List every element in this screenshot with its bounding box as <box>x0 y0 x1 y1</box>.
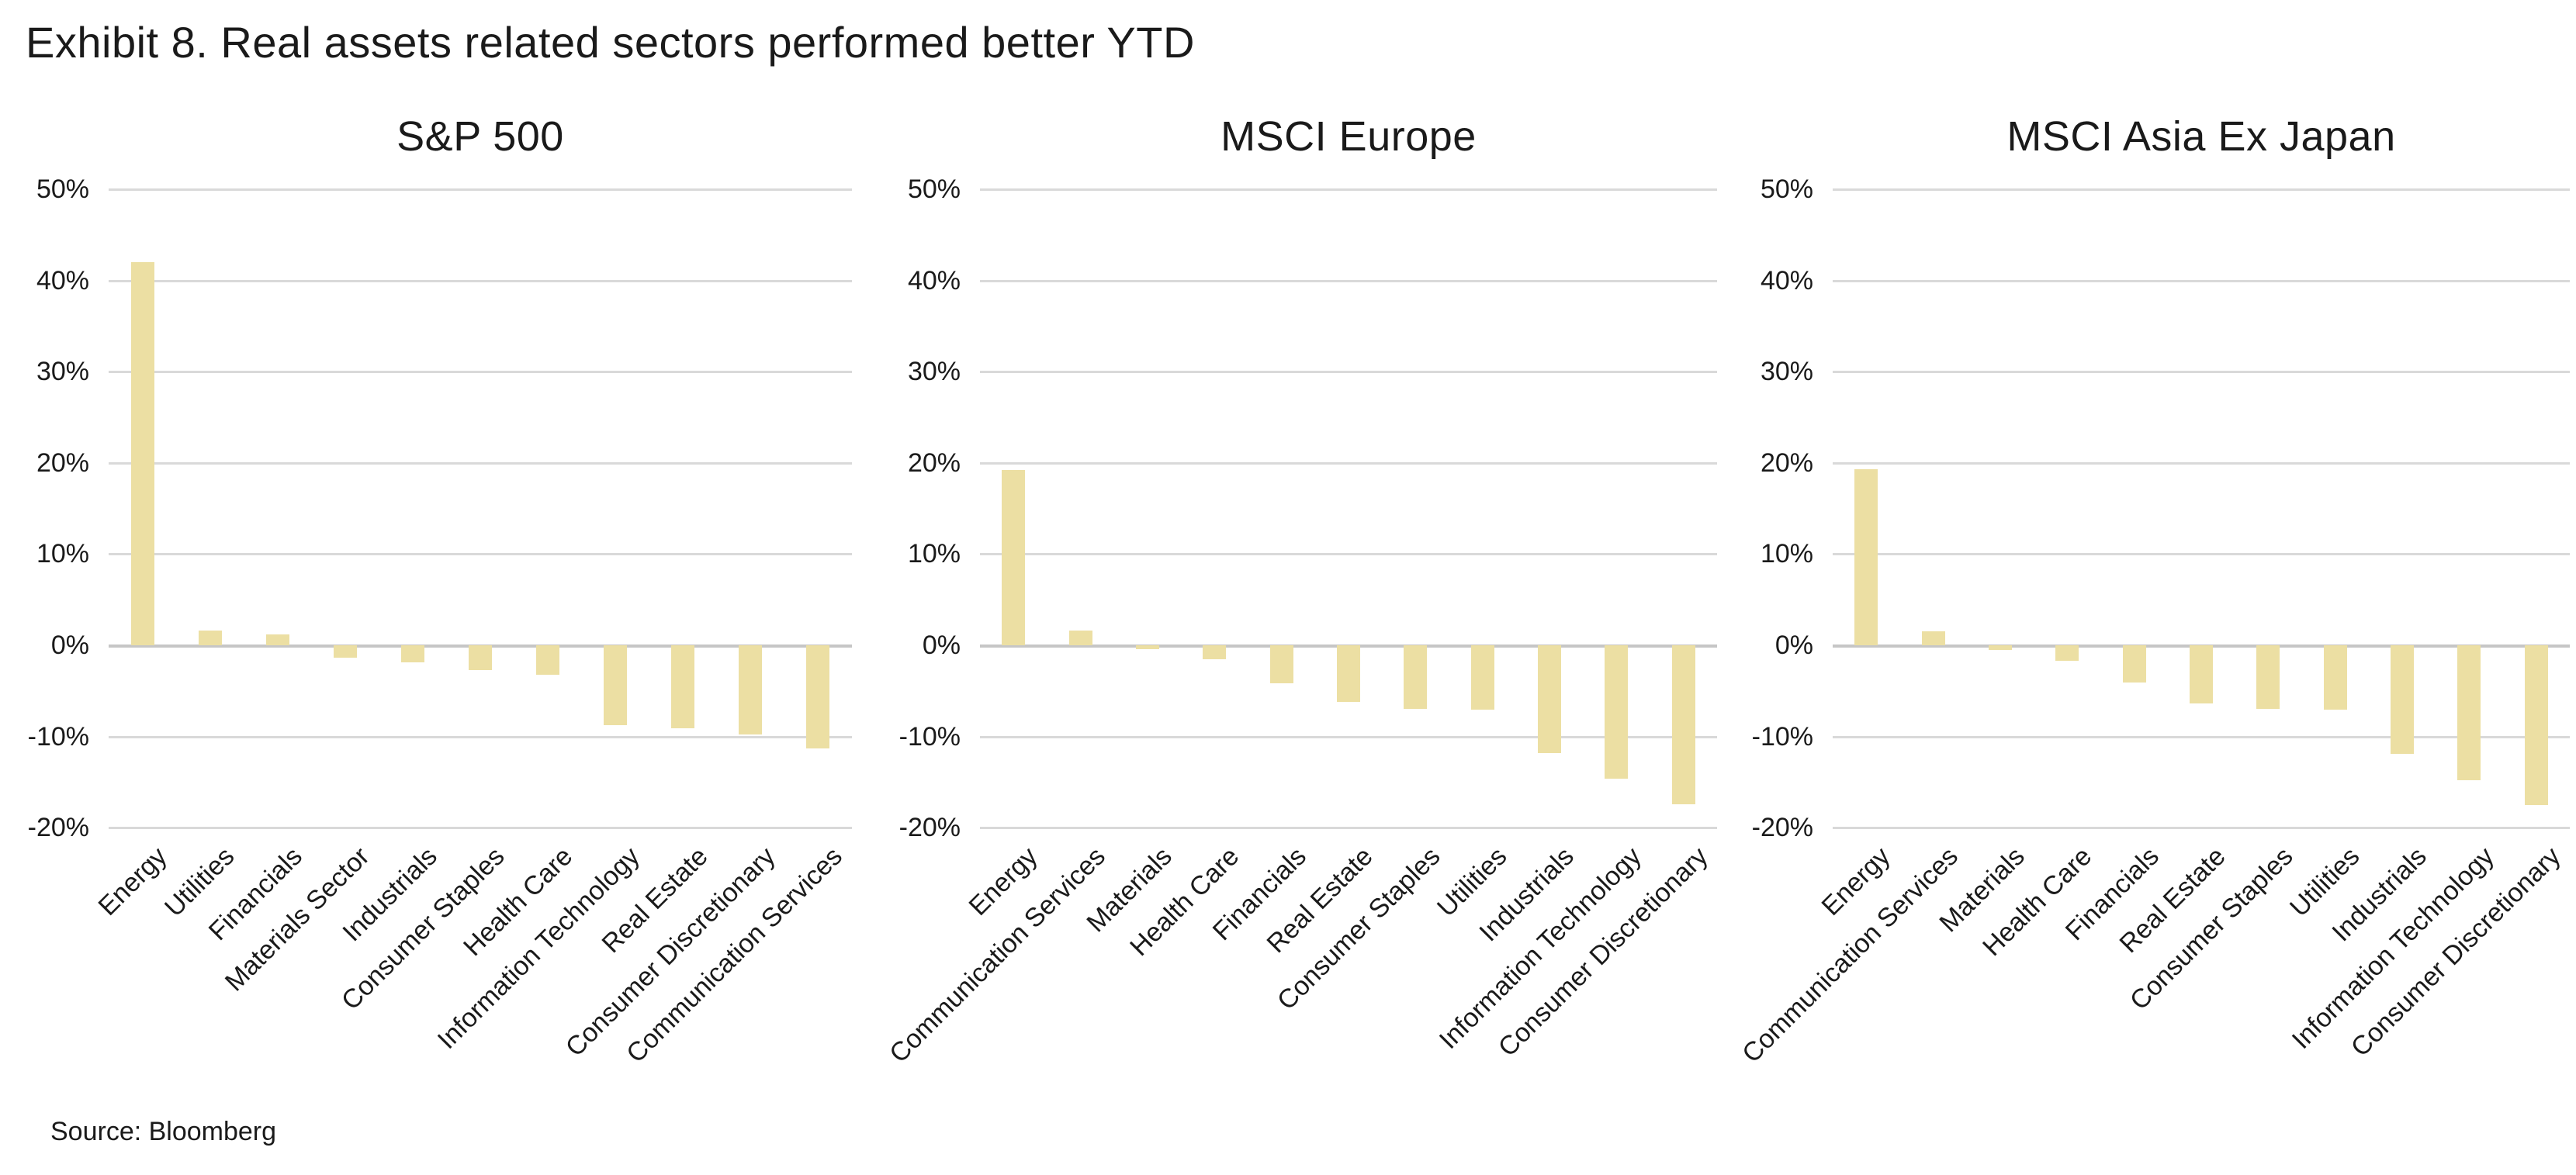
bar-information-technology <box>1605 645 1629 779</box>
bar-health-care <box>536 645 560 675</box>
gridline--20 <box>109 827 852 830</box>
bar-real-estate <box>1337 645 1360 702</box>
bar-materials <box>1135 645 1159 649</box>
bar-consumer-discretionary <box>2524 645 2548 805</box>
bar-industrials <box>2391 645 2415 754</box>
y-tick-40: 40% <box>907 265 961 295</box>
y-tick-20: 20% <box>36 448 89 478</box>
bar-utilities <box>1470 645 1494 710</box>
y-tick-50: 50% <box>1760 175 1813 204</box>
x-label-energy: Energy <box>92 842 173 922</box>
gridline-40 <box>109 279 852 282</box>
y-tick--20: -20% <box>898 813 961 843</box>
bar-communication-services <box>806 645 830 748</box>
bar-industrials <box>400 645 424 663</box>
y-tick-10: 10% <box>1760 539 1813 569</box>
bar-communication-services <box>1068 631 1092 645</box>
y-tick-0: 0% <box>1774 631 1813 660</box>
gridline--10 <box>1833 735 2570 738</box>
y-tick-0: 0% <box>50 631 89 660</box>
bar-health-care <box>2055 645 2079 661</box>
y-tick-40: 40% <box>1760 265 1813 295</box>
bar-energy <box>1002 470 1026 645</box>
y-tick--10: -10% <box>1751 721 1813 752</box>
exhibit-title: Exhibit 8. Real assets related sectors p… <box>26 18 1195 67</box>
gridline-40 <box>980 279 1717 282</box>
gridline-30 <box>1833 371 2570 374</box>
gridline--20 <box>1833 827 2570 830</box>
bar-information-technology <box>2457 645 2481 781</box>
y-tick--20: -20% <box>27 813 89 843</box>
gridline-10 <box>1833 553 2570 556</box>
gridline-20 <box>1833 461 2570 465</box>
bar-energy <box>1854 469 1878 645</box>
bar-materials <box>1988 645 2012 650</box>
chart-msci-asia-ex-japan: MSCI Asia Ex Japan 50% 40% 30% 20% 10% 0% -10% -… <box>1743 101 2574 1171</box>
y-tick-10: 10% <box>907 539 961 569</box>
bar-real-estate <box>2190 645 2213 704</box>
bar-consumer-staples <box>2256 645 2280 710</box>
bar-information-technology <box>604 645 628 726</box>
gridline-30 <box>980 371 1717 374</box>
chart-title-msci-europe: MSCI Europe <box>1220 113 1477 160</box>
bar-utilities <box>198 631 222 645</box>
y-tick--10: -10% <box>898 721 961 752</box>
y-tick-20: 20% <box>1760 448 1813 478</box>
chart-s-p-500: S&P 500 50% 40% 30% 20% 10% 0% -10% -20% Energy Ut… <box>5 101 888 1171</box>
gridline--20 <box>980 827 1717 830</box>
y-tick-30: 30% <box>1760 357 1813 387</box>
chart-title-msci-asia-ex-japan: MSCI Asia Ex Japan <box>2006 113 2396 160</box>
bar-industrials <box>1538 645 1562 753</box>
bar-health-care <box>1203 645 1227 659</box>
gridline-50 <box>1833 188 2570 191</box>
y-tick-10: 10% <box>36 539 89 569</box>
gridline-50 <box>109 188 852 191</box>
bar-consumer-staples <box>469 645 492 670</box>
bar-consumer-staples <box>1404 645 1428 710</box>
y-tick-50: 50% <box>36 175 89 204</box>
gridline-10 <box>980 553 1717 556</box>
gridline--10 <box>980 735 1717 738</box>
gridline--10 <box>109 735 852 738</box>
y-tick-20: 20% <box>907 448 961 478</box>
chart-title-s-p-500: S&P 500 <box>396 113 564 160</box>
y-tick-30: 30% <box>36 357 89 387</box>
gridline-40 <box>1833 279 2570 282</box>
y-tick-50: 50% <box>907 175 961 204</box>
y-tick-40: 40% <box>36 265 89 295</box>
y-tick--20: -20% <box>1751 813 1813 843</box>
gridline-20 <box>980 461 1717 465</box>
bar-consumer-discretionary <box>739 645 763 735</box>
bar-financials <box>265 634 289 645</box>
gridline-30 <box>109 371 852 374</box>
bar-real-estate <box>671 645 695 729</box>
gridline-50 <box>980 188 1717 191</box>
y-tick-30: 30% <box>907 357 961 387</box>
bar-financials <box>2122 645 2146 683</box>
gridline-10 <box>109 553 852 556</box>
bar-materials-sector <box>333 645 357 658</box>
bar-energy <box>130 262 154 645</box>
chart-msci-europe: MSCI Europe 50% 40% 30% 20% 10% 0% -10% -20% Ener… <box>889 101 1741 1171</box>
source-note: Source: Bloomberg <box>50 1117 277 1146</box>
gridline-20 <box>109 461 852 465</box>
bar-financials <box>1269 645 1293 684</box>
bar-consumer-discretionary <box>1671 645 1695 804</box>
y-tick-0: 0% <box>922 631 961 660</box>
bar-utilities <box>2323 645 2347 710</box>
y-tick--10: -10% <box>27 721 89 752</box>
bar-communication-services <box>1921 631 1945 645</box>
